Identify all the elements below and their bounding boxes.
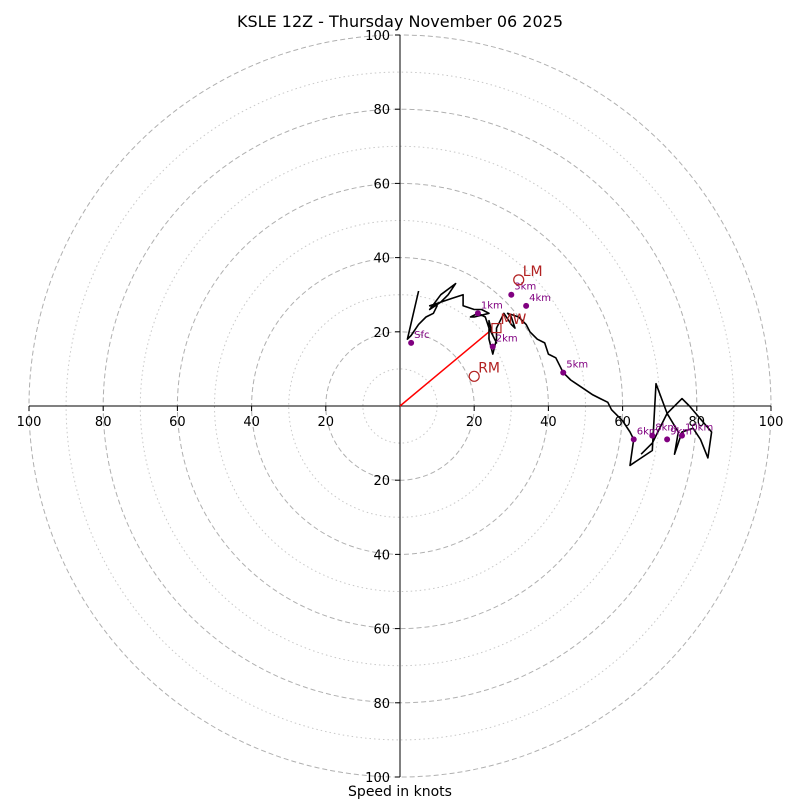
y-tick-label: 60 bbox=[373, 177, 390, 192]
height-marker-label: Sfc bbox=[414, 330, 429, 341]
height-marker-label: 9km bbox=[670, 426, 692, 437]
height-marker-label: 4km bbox=[529, 293, 551, 304]
x-axis-label: Speed in knots bbox=[348, 784, 452, 800]
storm-marker-circle bbox=[513, 274, 525, 286]
x-tick-label: 20 bbox=[318, 415, 335, 430]
y-tick-label: 20 bbox=[373, 326, 390, 341]
storm-marker-label: LM bbox=[523, 264, 543, 280]
chart-title: KSLE 12Z - Thursday November 06 2025 bbox=[237, 12, 563, 31]
storm-vector-line bbox=[399, 331, 490, 407]
x-tick-label: 40 bbox=[540, 415, 557, 430]
y-tick-label: 60 bbox=[373, 623, 390, 638]
height-marker-dot bbox=[678, 432, 685, 439]
height-marker-dot bbox=[649, 432, 656, 439]
height-marker-dot bbox=[664, 436, 671, 443]
height-marker-dot bbox=[408, 339, 415, 346]
height-marker-dot bbox=[630, 436, 637, 443]
y-tick-label: 80 bbox=[373, 697, 390, 712]
storm-marker-square bbox=[491, 322, 502, 334]
y-tick-label: 100 bbox=[365, 771, 390, 786]
axis-ticks: 100 80 60 40 20 20 40 60 80 100 100 80 60 40 20 20 40 60 8… bbox=[17, 29, 784, 786]
x-tick-label: 20 bbox=[466, 415, 483, 430]
y-tick-label: 80 bbox=[373, 103, 390, 118]
height-marker-dot bbox=[489, 343, 496, 350]
height-marker-label: 1km bbox=[481, 300, 503, 311]
storm-motion-markers: LM RM MW bbox=[468, 264, 543, 382]
height-marker-dot bbox=[523, 302, 530, 309]
height-marker-dot bbox=[474, 310, 481, 317]
height-marker-label: 5km bbox=[566, 360, 588, 371]
height-marker-dot bbox=[560, 369, 567, 376]
height-marker-label: 8km bbox=[655, 423, 677, 434]
x-tick-label: 100 bbox=[759, 415, 784, 430]
height-marker-label: 2km bbox=[496, 334, 518, 345]
height-marker-label: 10km bbox=[685, 423, 713, 434]
storm-motion-vector bbox=[399, 331, 490, 407]
y-tick-label: 100 bbox=[365, 29, 390, 44]
storm-marker-label: RM bbox=[478, 360, 500, 376]
x-tick-label: 60 bbox=[614, 415, 631, 430]
height-marker-label: 3km bbox=[514, 282, 536, 293]
y-tick-label: 40 bbox=[373, 252, 390, 267]
x-tick-label: 40 bbox=[243, 415, 260, 430]
storm-marker-label: MW bbox=[500, 312, 526, 328]
y-tick-label: 40 bbox=[373, 548, 390, 563]
height-marker-dot bbox=[508, 291, 515, 298]
y-tick-label: 20 bbox=[373, 474, 390, 489]
x-tick-label: 100 bbox=[17, 415, 42, 430]
wind-trace bbox=[406, 282, 713, 467]
height-marker-label: 6km bbox=[637, 426, 659, 437]
x-tick-label: 80 bbox=[95, 415, 112, 430]
hodograph-trace bbox=[406, 282, 713, 467]
storm-marker-circle bbox=[468, 370, 480, 382]
x-tick-label: 60 bbox=[169, 415, 186, 430]
